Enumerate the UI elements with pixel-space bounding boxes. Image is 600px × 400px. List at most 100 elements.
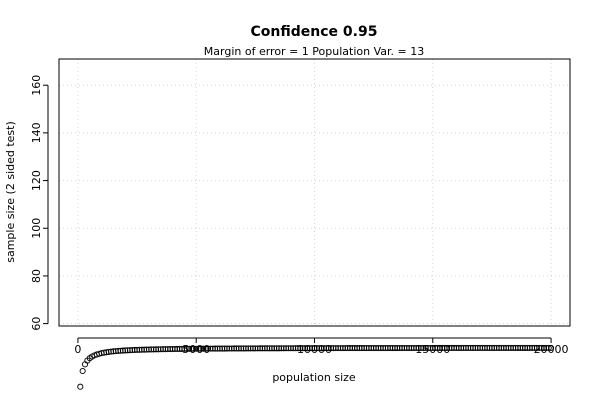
data-point: [261, 345, 268, 352]
data-point: [212, 345, 219, 352]
data-point: [417, 344, 425, 352]
data-point: [358, 345, 365, 352]
data-point: [344, 345, 351, 352]
data-point: [420, 344, 427, 352]
data-point: [129, 347, 136, 354]
data-point: [382, 344, 389, 352]
data-point: [323, 345, 330, 352]
data-point: [143, 346, 150, 353]
data-point: [285, 345, 292, 352]
data-point: [455, 344, 462, 352]
data-point: [337, 345, 344, 352]
data-point: [273, 345, 280, 352]
data-point: [240, 345, 247, 352]
data-point: [493, 344, 500, 351]
data-point: [297, 345, 304, 352]
data-point: [188, 345, 195, 352]
data-point: [195, 345, 202, 352]
data-point: [524, 344, 531, 351]
y-tick-label: 160: [30, 75, 43, 96]
data-point: [503, 344, 510, 351]
data-point: [410, 344, 417, 352]
data-point: [167, 346, 174, 353]
data-point: [448, 344, 455, 352]
data-point: [193, 345, 200, 352]
data-point: [384, 344, 391, 352]
data-point: [517, 344, 524, 351]
y-tick-label: 140: [30, 122, 43, 143]
data-point: [514, 344, 522, 351]
data-point: [349, 345, 356, 352]
data-point: [316, 345, 323, 352]
data-point: [186, 345, 193, 352]
data-point: [486, 344, 493, 351]
data-point: [472, 344, 479, 351]
data-point: [280, 345, 287, 352]
data-point: [522, 344, 529, 351]
data-point: [122, 347, 129, 354]
data-point: [415, 344, 422, 352]
data-point: [219, 345, 226, 352]
y-tick-label: 60: [30, 317, 43, 331]
data-point: [202, 345, 209, 352]
data-point: [342, 345, 349, 352]
data-point: [361, 345, 368, 352]
data-point: [268, 345, 275, 352]
data-point: [119, 347, 126, 354]
data-point: [190, 345, 197, 352]
data-point: [429, 344, 436, 352]
data-point: [171, 345, 178, 353]
data-point: [238, 345, 245, 352]
data-point: [460, 344, 467, 352]
data-point: [441, 344, 448, 352]
data-point: [531, 344, 538, 351]
data-point: [306, 345, 313, 352]
data-point: [275, 345, 283, 352]
data-point: [197, 345, 204, 352]
data-point: [391, 344, 398, 352]
data-point: [375, 345, 382, 352]
data-point: [354, 345, 361, 352]
data-point: [491, 344, 498, 351]
data-point: [134, 346, 141, 353]
data-point: [339, 345, 346, 352]
data-point: [529, 344, 536, 351]
data-point: [299, 345, 306, 352]
data-point: [398, 344, 406, 352]
data-point: [372, 345, 380, 352]
data-point: [427, 344, 434, 352]
data-point: [176, 345, 183, 352]
data-point: [465, 344, 472, 352]
data-point: [214, 345, 221, 352]
data-point: [183, 345, 190, 352]
data-point: [387, 344, 394, 352]
data-point: [495, 344, 503, 351]
data-point: [245, 345, 252, 352]
data-point: [162, 346, 169, 353]
data-point: [469, 344, 477, 351]
data-point: [115, 347, 122, 354]
data-point: [209, 345, 216, 352]
data-point: [365, 345, 372, 352]
data-point: [290, 345, 297, 352]
data-point: [283, 345, 290, 352]
data-point: [422, 344, 429, 352]
data-point: [436, 344, 443, 352]
data-point: [363, 345, 370, 352]
data-point: [394, 344, 401, 352]
data-point: [169, 345, 176, 353]
data-point: [488, 344, 495, 351]
data-point: [259, 345, 266, 352]
data-point: [474, 344, 481, 351]
data-point: [141, 346, 148, 353]
chart-title: Confidence 0.95: [251, 24, 378, 40]
data-point: [467, 344, 474, 352]
data-point: [216, 345, 223, 352]
data-point: [160, 346, 167, 353]
data-point: [439, 344, 446, 352]
data-point: [77, 383, 84, 390]
data-point: [481, 344, 488, 351]
data-point: [301, 345, 309, 352]
data-point: [408, 344, 415, 352]
data-point: [453, 344, 460, 352]
